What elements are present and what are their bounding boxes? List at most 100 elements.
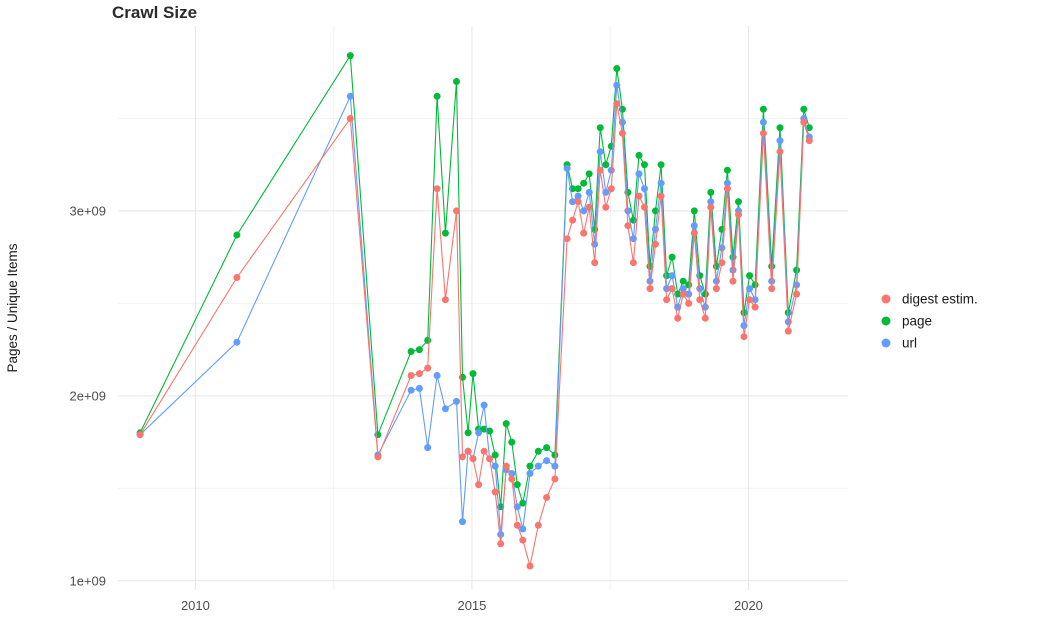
data-point-page [635,151,643,159]
x-axis-tick-label: 2015 [457,598,486,613]
data-point-digest-estim [497,540,505,548]
data-point-page [486,427,494,435]
data-point-digest-estim [618,129,626,137]
data-point-digest-estim [646,285,654,293]
data-point-url [346,92,354,100]
data-point-page [433,92,441,100]
data-point-url [233,338,241,346]
data-point-url [707,198,715,206]
data-point-digest-estim [776,148,784,156]
data-point-url [433,372,441,379]
data-point-digest-estim [759,129,767,137]
data-point-page [519,499,527,507]
x-axis-tick-label: 2010 [181,598,210,613]
data-point-url [613,81,621,89]
data-point-url [729,266,737,274]
data-point-digest-estim [469,455,477,463]
data-point-page [574,185,582,193]
data-point-digest-estim [735,211,742,219]
data-point-page [441,229,449,237]
data-point-url [624,207,632,215]
data-point-page [613,65,621,72]
data-point-page [502,420,510,428]
data-point-digest-estim [480,447,488,455]
data-point-digest-estim [805,137,813,145]
data-point-page [453,78,460,85]
data-point-digest-estim [374,453,382,461]
data-point-url [746,285,754,293]
data-point-digest-estim [784,327,792,335]
data-series-layer [136,52,813,570]
data-point-digest-estim [696,296,704,304]
data-point-digest-estim [459,453,466,461]
data-point-url [668,272,676,280]
data-point-url [491,462,499,470]
data-point-url [690,222,698,230]
data-point-page [415,346,423,354]
data-point-url [574,192,582,200]
data-point-url [580,207,588,215]
data-point-page [759,105,767,113]
gridlines-layer [118,26,848,590]
data-point-digest-estim [652,240,659,248]
data-point-digest-estim [136,431,144,439]
data-point-digest-estim [526,562,534,570]
y-axis-title: Pages / Unique Items [5,243,20,372]
data-point-page [596,124,604,132]
data-point-page [746,272,754,280]
data-point-url [607,166,615,174]
data-point-digest-estim [793,290,801,298]
data-point-page [751,281,759,289]
data-point-digest-estim [723,185,731,193]
data-point-digest-estim [641,203,648,211]
data-point-url [480,401,488,409]
data-point-page [585,170,593,178]
legend-swatch-digest-estim [881,294,891,304]
data-point-digest-estim [602,203,610,211]
axis-tick-labels-layer: 2010 2015 2020 1e+09 2e+09 3e+09 [69,203,762,613]
data-point-digest-estim [712,285,720,293]
data-point-url [585,188,593,196]
data-point-digest-estim [433,185,441,193]
data-point-url [424,444,432,452]
data-point-page [776,124,784,132]
data-point-url [759,118,767,126]
data-point-page [407,348,415,355]
legend-swatch-page [881,316,891,326]
data-point-url [453,397,460,405]
data-point-digest-estim [751,303,759,311]
data-point-digest-estim [729,277,737,285]
data-point-digest-estim [740,333,748,341]
data-point-url [497,531,505,538]
legend-swatch-url [881,338,891,348]
data-point-page [464,429,472,437]
data-point-url [415,384,423,392]
data-point-digest-estim [668,285,676,293]
x-axis-tick-label: 2020 [734,598,763,613]
data-point-digest-estim [424,364,432,372]
data-point-url [551,462,559,470]
data-point-url [718,244,726,252]
data-point-digest-estim [585,203,593,211]
data-point-url [596,148,604,156]
data-point-url [475,429,483,437]
data-point-url [459,518,466,526]
data-point-digest-estim [690,229,698,237]
data-point-digest-estim [563,235,571,243]
data-point-digest-estim [475,481,483,489]
data-point-digest-estim [674,314,682,322]
legend-item-page: page [881,314,932,329]
data-point-digest-estim [800,118,808,126]
data-point-page [543,444,551,452]
data-point-page [233,231,241,239]
data-point-digest-estim [629,259,637,267]
data-point-page [491,451,499,459]
y-axis-tick-label: 1e+09 [69,573,106,588]
data-point-page [668,253,676,261]
data-point-digest-estim [453,207,460,215]
data-point-digest-estim [657,192,665,200]
data-point-digest-estim [718,259,726,267]
legend-item-digest-estim: digest estim. [881,292,978,307]
